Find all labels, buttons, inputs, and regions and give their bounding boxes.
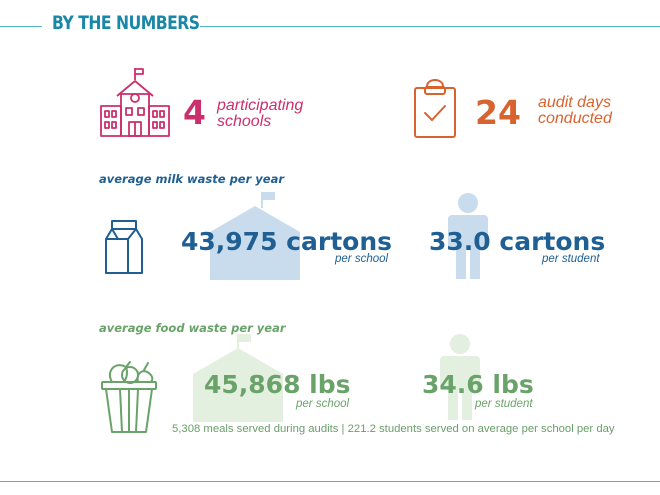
header-rule-left (0, 26, 42, 27)
food-basket-icon (101, 361, 157, 433)
bottom-rule (0, 481, 660, 482)
audit-days-label-line2: conducted (538, 110, 612, 127)
food-per-school-unit: per school (296, 398, 350, 410)
audit-days-label-line1: audit days (538, 94, 611, 111)
clipboard-check-icon (414, 79, 456, 138)
food-footnote: 5,308 meals served during audits | 221.2… (172, 423, 615, 435)
food-per-school-value: 45,868 lbs (204, 370, 351, 399)
schools-label-line2: schools (217, 113, 272, 130)
school-icon (100, 68, 170, 137)
food-section-title: average food waste per year (99, 321, 286, 335)
school-silhouette-food-icon (193, 334, 283, 422)
page-title: BY THE NUMBERS (52, 12, 200, 34)
schools-label-line1: participating (217, 97, 304, 114)
food-per-student-unit: per student (475, 398, 533, 410)
food-per-student-value: 34.6 lbs (422, 370, 534, 399)
milk-carton-icon (105, 220, 143, 274)
milk-per-student-value: 33.0 cartons (429, 227, 606, 256)
milk-per-student-unit: per student (542, 253, 600, 265)
school-silhouette-icon (210, 192, 300, 280)
header-rule-right (200, 26, 660, 27)
milk-per-school-unit: per school (335, 253, 389, 265)
milk-per-school-value: 43,975 cartons (181, 227, 392, 256)
schools-count: 4 (183, 93, 206, 132)
audit-days-count: 24 (475, 93, 521, 132)
person-silhouette-icon (448, 193, 488, 279)
milk-section-title: average milk waste per year (99, 172, 285, 186)
person-silhouette-food-icon (440, 334, 480, 420)
